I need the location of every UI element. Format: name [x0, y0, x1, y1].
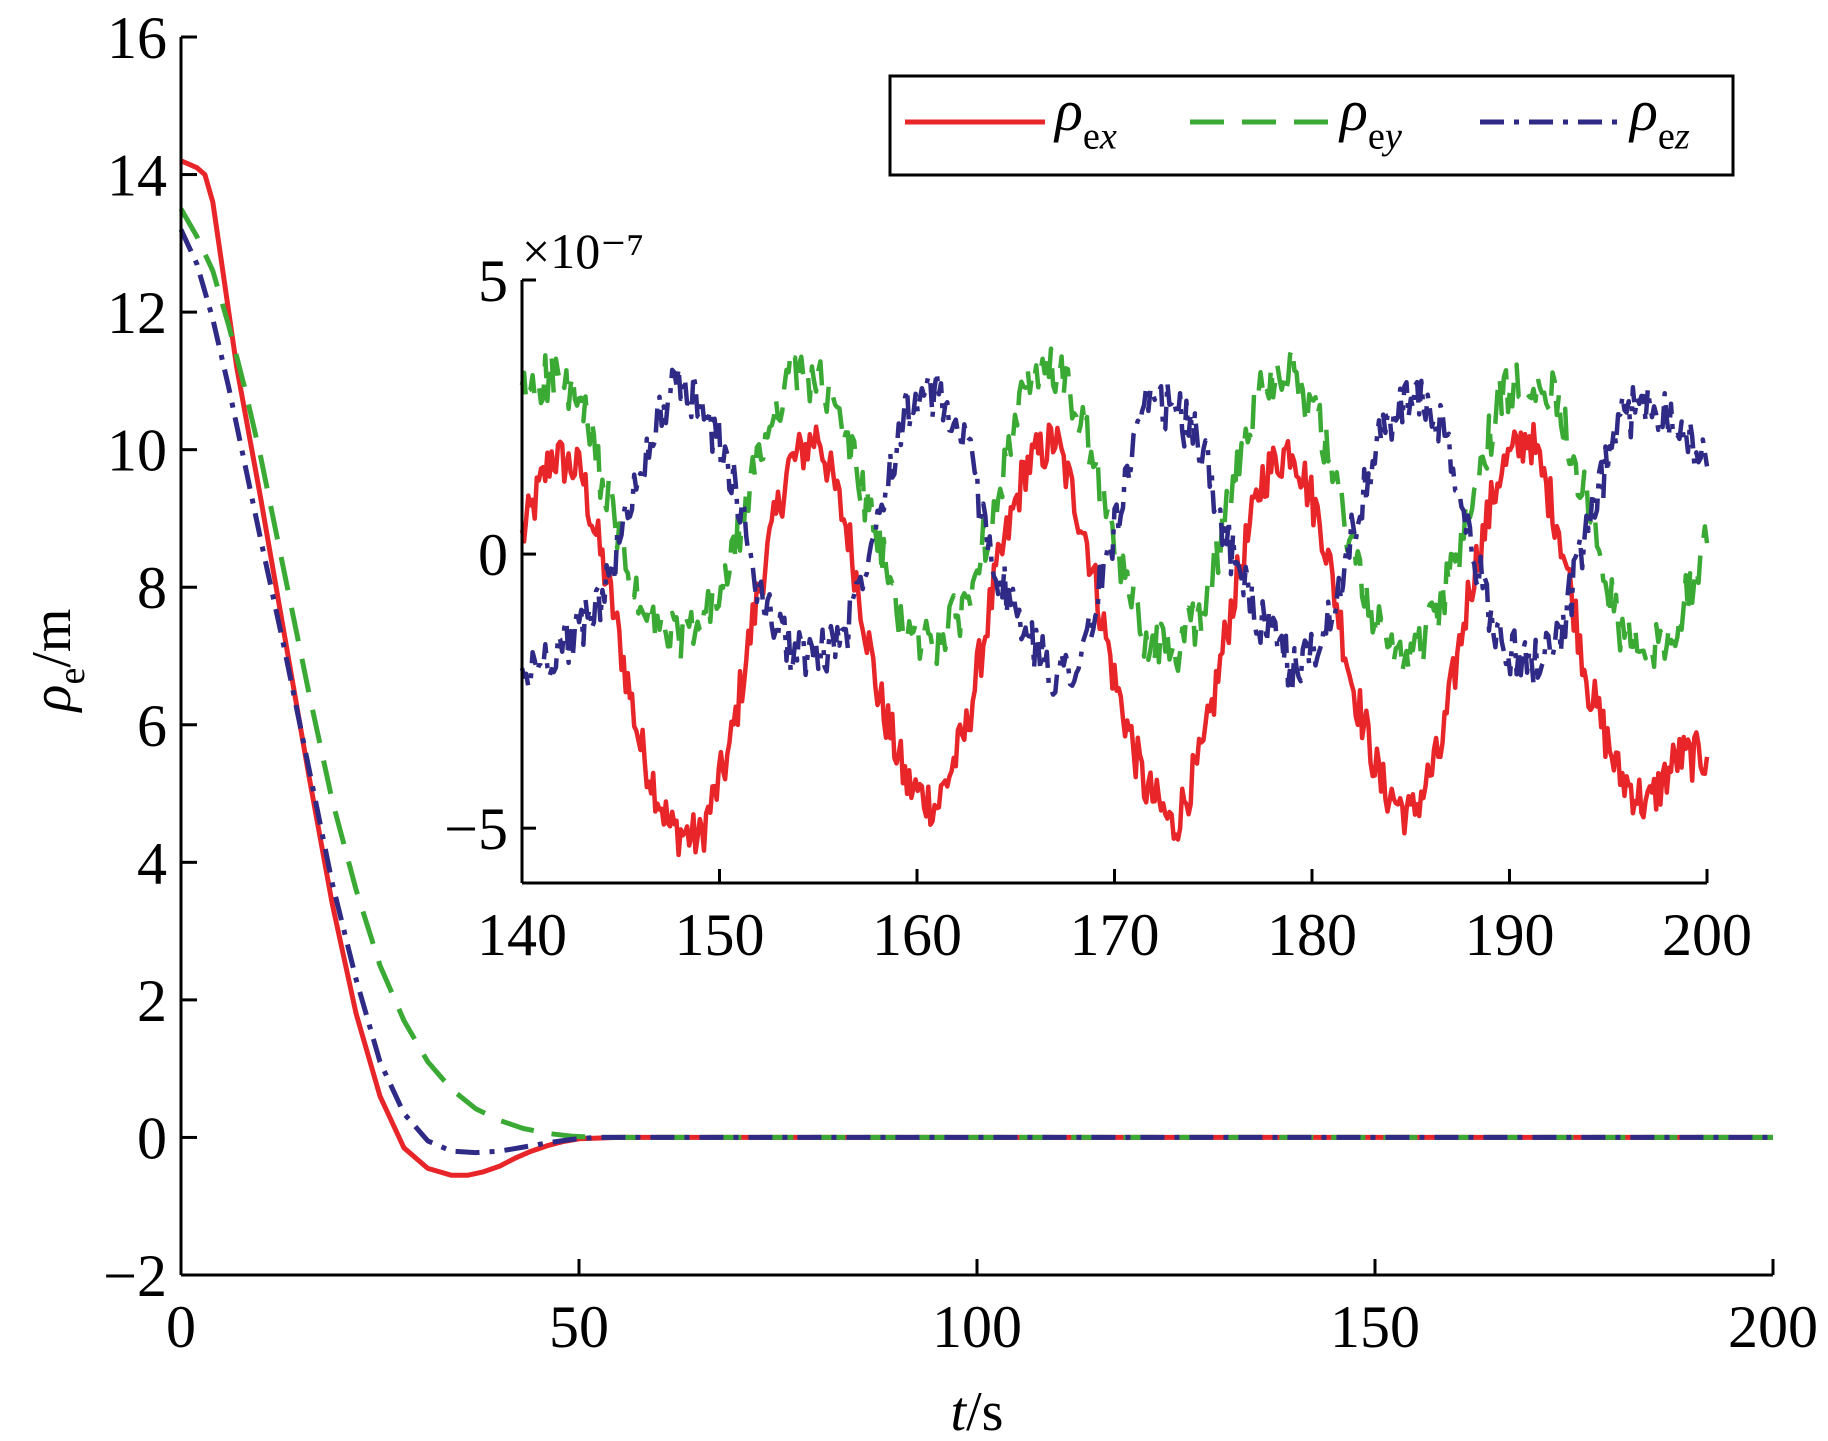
inset-x-tick-label: 140 [477, 902, 567, 968]
inset-series-rho-ey [519, 345, 1710, 674]
y-axis-label: ρe/m [21, 609, 93, 714]
legend-label-rho-ez: ρez [1628, 78, 1690, 158]
inset-series-group [519, 345, 1710, 858]
main-x-tick-label: 0 [166, 1294, 196, 1360]
main-y-tick-label: 6 [137, 693, 167, 759]
main-y-tick-label: −2 [103, 1243, 167, 1309]
legend-items: ρex ρey ρez [905, 78, 1690, 158]
inset-x-tick-label: 200 [1662, 902, 1752, 968]
inset-series-rho-ez [519, 366, 1710, 697]
main-series-rho-ez [178, 228, 1773, 1156]
inset-plot: 140 150 160 170 180 190 200 −5 0 5 ×10⁻⁷ [444, 223, 1752, 968]
inset-y-tick-label: −5 [444, 796, 508, 862]
inset-x-tick-label: 180 [1267, 902, 1357, 968]
legend-label-rho-ex: ρex [1053, 78, 1117, 158]
inset-x-tick-label: 170 [1070, 902, 1160, 968]
main-x-tick-label: 100 [932, 1294, 1022, 1360]
main-y-tick-label: 2 [137, 968, 167, 1034]
main-x-tick-label: 50 [549, 1294, 609, 1360]
main-y-tick-label: 12 [107, 280, 167, 346]
legend-label-rho-ey: ρey [1338, 78, 1402, 158]
main-series-group [178, 158, 1773, 1178]
main-y-tick-label: 14 [107, 143, 167, 209]
main-y-tick-label: 16 [107, 5, 167, 71]
inset-background [520, 268, 1708, 883]
main-series-rho-ey [178, 207, 1773, 1140]
inset-x-tick-label: 150 [675, 902, 765, 968]
legend-box [888, 74, 1735, 177]
main-x-tick-label: 150 [1330, 1294, 1420, 1360]
inset-y-tick-label: 5 [478, 248, 508, 314]
inset-series-rho-ex [519, 421, 1710, 858]
inset-y-tick-label: 0 [478, 522, 508, 588]
main-y-tick-label: 0 [137, 1105, 167, 1171]
legend: ρex ρey ρez [888, 74, 1735, 177]
inset-x-tick-label: 160 [872, 902, 962, 968]
main-y-tick-label: 10 [107, 418, 167, 484]
inset-scale-label: ×10⁻⁷ [522, 223, 644, 279]
main-y-tick-label: 4 [137, 830, 167, 896]
main-y-tick-label: 8 [137, 555, 167, 621]
main-x-tick-label: 200 [1728, 1294, 1818, 1360]
inset-x-tick-label: 190 [1465, 902, 1555, 968]
inset-axes-group: 140 150 160 170 180 190 200 −5 0 5 [444, 248, 1752, 968]
x-axis-label: t/s [951, 1381, 1004, 1441]
